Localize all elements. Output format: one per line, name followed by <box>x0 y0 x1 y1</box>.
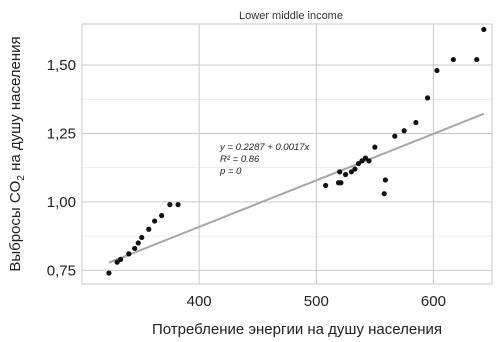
y-axis-title: Выбросы CO2 на душу населения <box>7 36 27 271</box>
data-point-29 <box>424 95 431 101</box>
plot-frame <box>81 23 493 285</box>
data-point-27 <box>401 128 407 134</box>
data-point-22 <box>366 158 372 164</box>
y-tick-label: 0,75 <box>47 262 76 279</box>
data-point-23 <box>372 144 378 150</box>
x-tick-label: 400 <box>187 293 212 310</box>
data-point-19 <box>355 160 362 167</box>
data-point-9 <box>159 212 165 219</box>
data-point-16 <box>342 171 349 178</box>
data-point-6 <box>139 234 145 241</box>
data-point-31 <box>450 56 456 63</box>
data-point-10 <box>167 202 173 208</box>
y-axis-title-part1: Выбросы CO <box>7 181 24 272</box>
data-point-0 <box>106 270 112 276</box>
data-point-14 <box>338 180 344 186</box>
data-point-26 <box>392 133 398 139</box>
data-point-5 <box>135 240 141 246</box>
data-point-2 <box>118 256 124 262</box>
data-point-11 <box>175 202 181 208</box>
regression-annotation: y = 0.2287 + 0.0017x R² = 0.86 p = 0 <box>219 142 311 177</box>
annotation-r-squared: R² = 0.86 <box>220 154 260 165</box>
data-point-28 <box>413 119 419 126</box>
x-tick-label: 600 <box>421 293 446 310</box>
y-axis-title-part2: на душу населения <box>7 36 24 175</box>
data-point-20 <box>359 158 365 164</box>
data-points <box>106 26 487 276</box>
data-point-7 <box>146 226 152 232</box>
y-tick-label: 1,25 <box>47 125 76 142</box>
y-tick-labels: 0,75 1,00 1,25 1,50 <box>47 57 76 279</box>
annotation-p-value: p = 0 <box>219 166 242 177</box>
data-point-18 <box>352 166 358 172</box>
data-point-4 <box>132 245 138 252</box>
chart-title: Lower middle income <box>239 10 343 22</box>
x-tick-labels: 400 500 600 <box>187 293 446 310</box>
data-point-33 <box>481 26 487 33</box>
grid <box>82 24 492 284</box>
data-point-17 <box>348 169 355 175</box>
x-tick-label: 500 <box>304 293 329 310</box>
data-point-12 <box>323 182 329 189</box>
data-point-21 <box>362 155 369 161</box>
regression-line <box>108 112 485 264</box>
annotation-equation: y = 0.2287 + 0.0017x <box>219 142 311 153</box>
y-axis-title-subscript: 2 <box>16 175 27 181</box>
data-point-1 <box>114 259 120 265</box>
data-point-32 <box>474 56 480 63</box>
data-point-25 <box>382 177 388 183</box>
data-point-15 <box>337 169 343 175</box>
data-point-8 <box>152 218 158 224</box>
data-point-24 <box>381 191 387 197</box>
data-point-3 <box>126 251 132 257</box>
x-axis-title: Потребление энергии на душу населения <box>152 321 442 338</box>
data-point-30 <box>434 67 440 74</box>
y-tick-label: 1,50 <box>47 57 76 74</box>
y-tick-label: 1,00 <box>47 194 76 211</box>
